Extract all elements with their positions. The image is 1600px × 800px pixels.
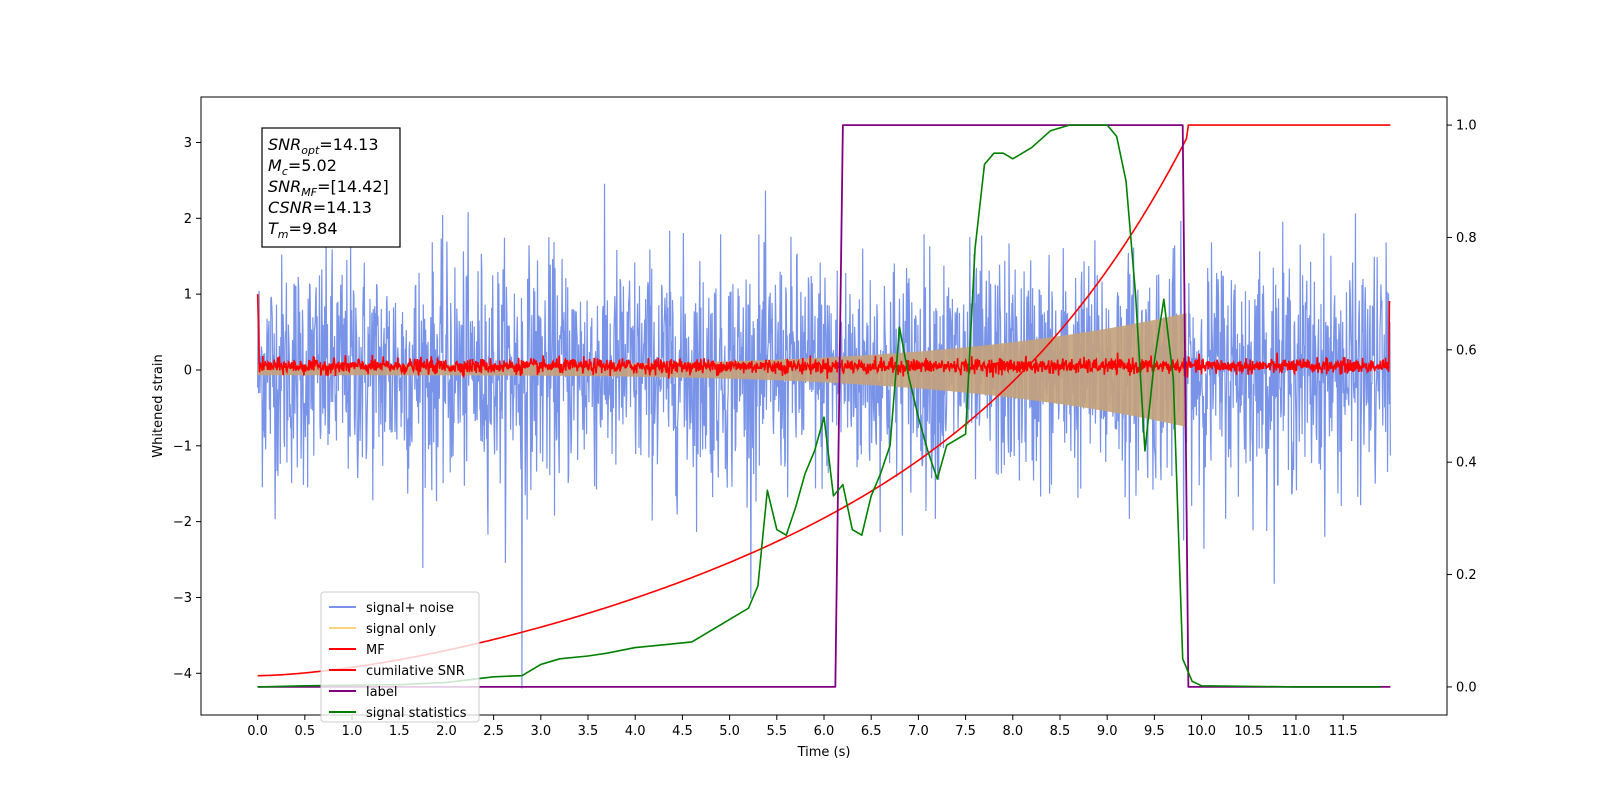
y-tick-label-left: −1 bbox=[173, 439, 192, 454]
y-tick-label-left: −2 bbox=[173, 515, 192, 530]
x-tick-label: 3.0 bbox=[530, 724, 551, 739]
x-tick-label: 4.0 bbox=[625, 724, 646, 739]
legend-label: signal statistics bbox=[366, 706, 467, 721]
y-tick-label-left: 2 bbox=[184, 212, 192, 227]
x-tick-label: 9.5 bbox=[1144, 724, 1165, 739]
x-tick-label: 6.0 bbox=[814, 724, 835, 739]
x-tick-label: 10.5 bbox=[1234, 724, 1263, 739]
y-axis-label-left: Whitened strain bbox=[151, 354, 166, 457]
y-tick-label-right: 1.0 bbox=[1456, 119, 1477, 134]
y-tick-label-left: −4 bbox=[173, 667, 192, 682]
info-box-frame bbox=[261, 127, 401, 248]
x-tick-label: 0.5 bbox=[294, 724, 315, 739]
x-tick-label: 11.0 bbox=[1281, 724, 1310, 739]
legend-label: signal+ noise bbox=[366, 601, 454, 616]
info-box-line: SNRopt=14.13 bbox=[268, 135, 379, 157]
x-tick-label: 0.0 bbox=[247, 724, 268, 739]
legend-label: cumilative SNR bbox=[366, 664, 465, 679]
x-tick-label: 2.5 bbox=[483, 724, 504, 739]
series-label bbox=[257, 124, 1391, 688]
y-tick-label-left: 0 bbox=[184, 363, 192, 378]
x-tick-label: 10.0 bbox=[1187, 724, 1216, 739]
x-tick-label: 5.5 bbox=[766, 724, 787, 739]
x-axis-label: Time (s) bbox=[797, 745, 851, 760]
info-box-line: CSNR=14.13 bbox=[268, 198, 372, 217]
info-box-line: Tm=9.84 bbox=[268, 219, 338, 241]
x-tick-label: 9.0 bbox=[1097, 724, 1118, 739]
x-tick-label: 1.5 bbox=[389, 724, 410, 739]
legend: signal+ noise signal only MF cumilative SNR… bbox=[320, 591, 480, 723]
x-tick-label: 6.5 bbox=[861, 724, 882, 739]
info-box-line: Mc=5.02 bbox=[268, 156, 337, 178]
series-signal-statistics bbox=[257, 124, 1381, 688]
info-box-line: SNRMF=[14.42] bbox=[268, 177, 389, 199]
x-tick-label: 3.5 bbox=[578, 724, 599, 739]
y-tick-label-left: 3 bbox=[184, 136, 192, 151]
x-tick-label: 5.0 bbox=[719, 724, 740, 739]
y-tick-label-right: 0.2 bbox=[1456, 568, 1477, 583]
x-tick-label: 7.5 bbox=[955, 724, 976, 739]
y-tick-label-right: 0.4 bbox=[1456, 456, 1477, 471]
x-tick-label: 11.5 bbox=[1329, 724, 1358, 739]
info-box: SNRopt=14.13Mc=5.02SNRMF=[14.42]CSNR=14.… bbox=[261, 127, 401, 248]
legend-frame bbox=[320, 591, 480, 723]
y-tick-label-left: 1 bbox=[184, 288, 192, 303]
legend-label: label bbox=[366, 685, 397, 700]
x-tick-label: 7.0 bbox=[908, 724, 929, 739]
x-tick-label: 8.5 bbox=[1050, 724, 1071, 739]
x-tick-label: 8.0 bbox=[1002, 724, 1023, 739]
legend-label: MF bbox=[366, 643, 385, 658]
legend-label: signal only bbox=[366, 622, 436, 637]
x-tick-label: 1.0 bbox=[342, 724, 363, 739]
y-tick-label-right: 0.8 bbox=[1456, 231, 1477, 246]
y-tick-label-right: 0.6 bbox=[1456, 343, 1477, 358]
x-tick-label: 2.0 bbox=[436, 724, 457, 739]
y-tick-label-left: −3 bbox=[173, 591, 192, 606]
x-tick-label: 4.5 bbox=[672, 724, 693, 739]
series-mf bbox=[256, 294, 1391, 380]
y-tick-label-right: 0.0 bbox=[1456, 680, 1477, 695]
